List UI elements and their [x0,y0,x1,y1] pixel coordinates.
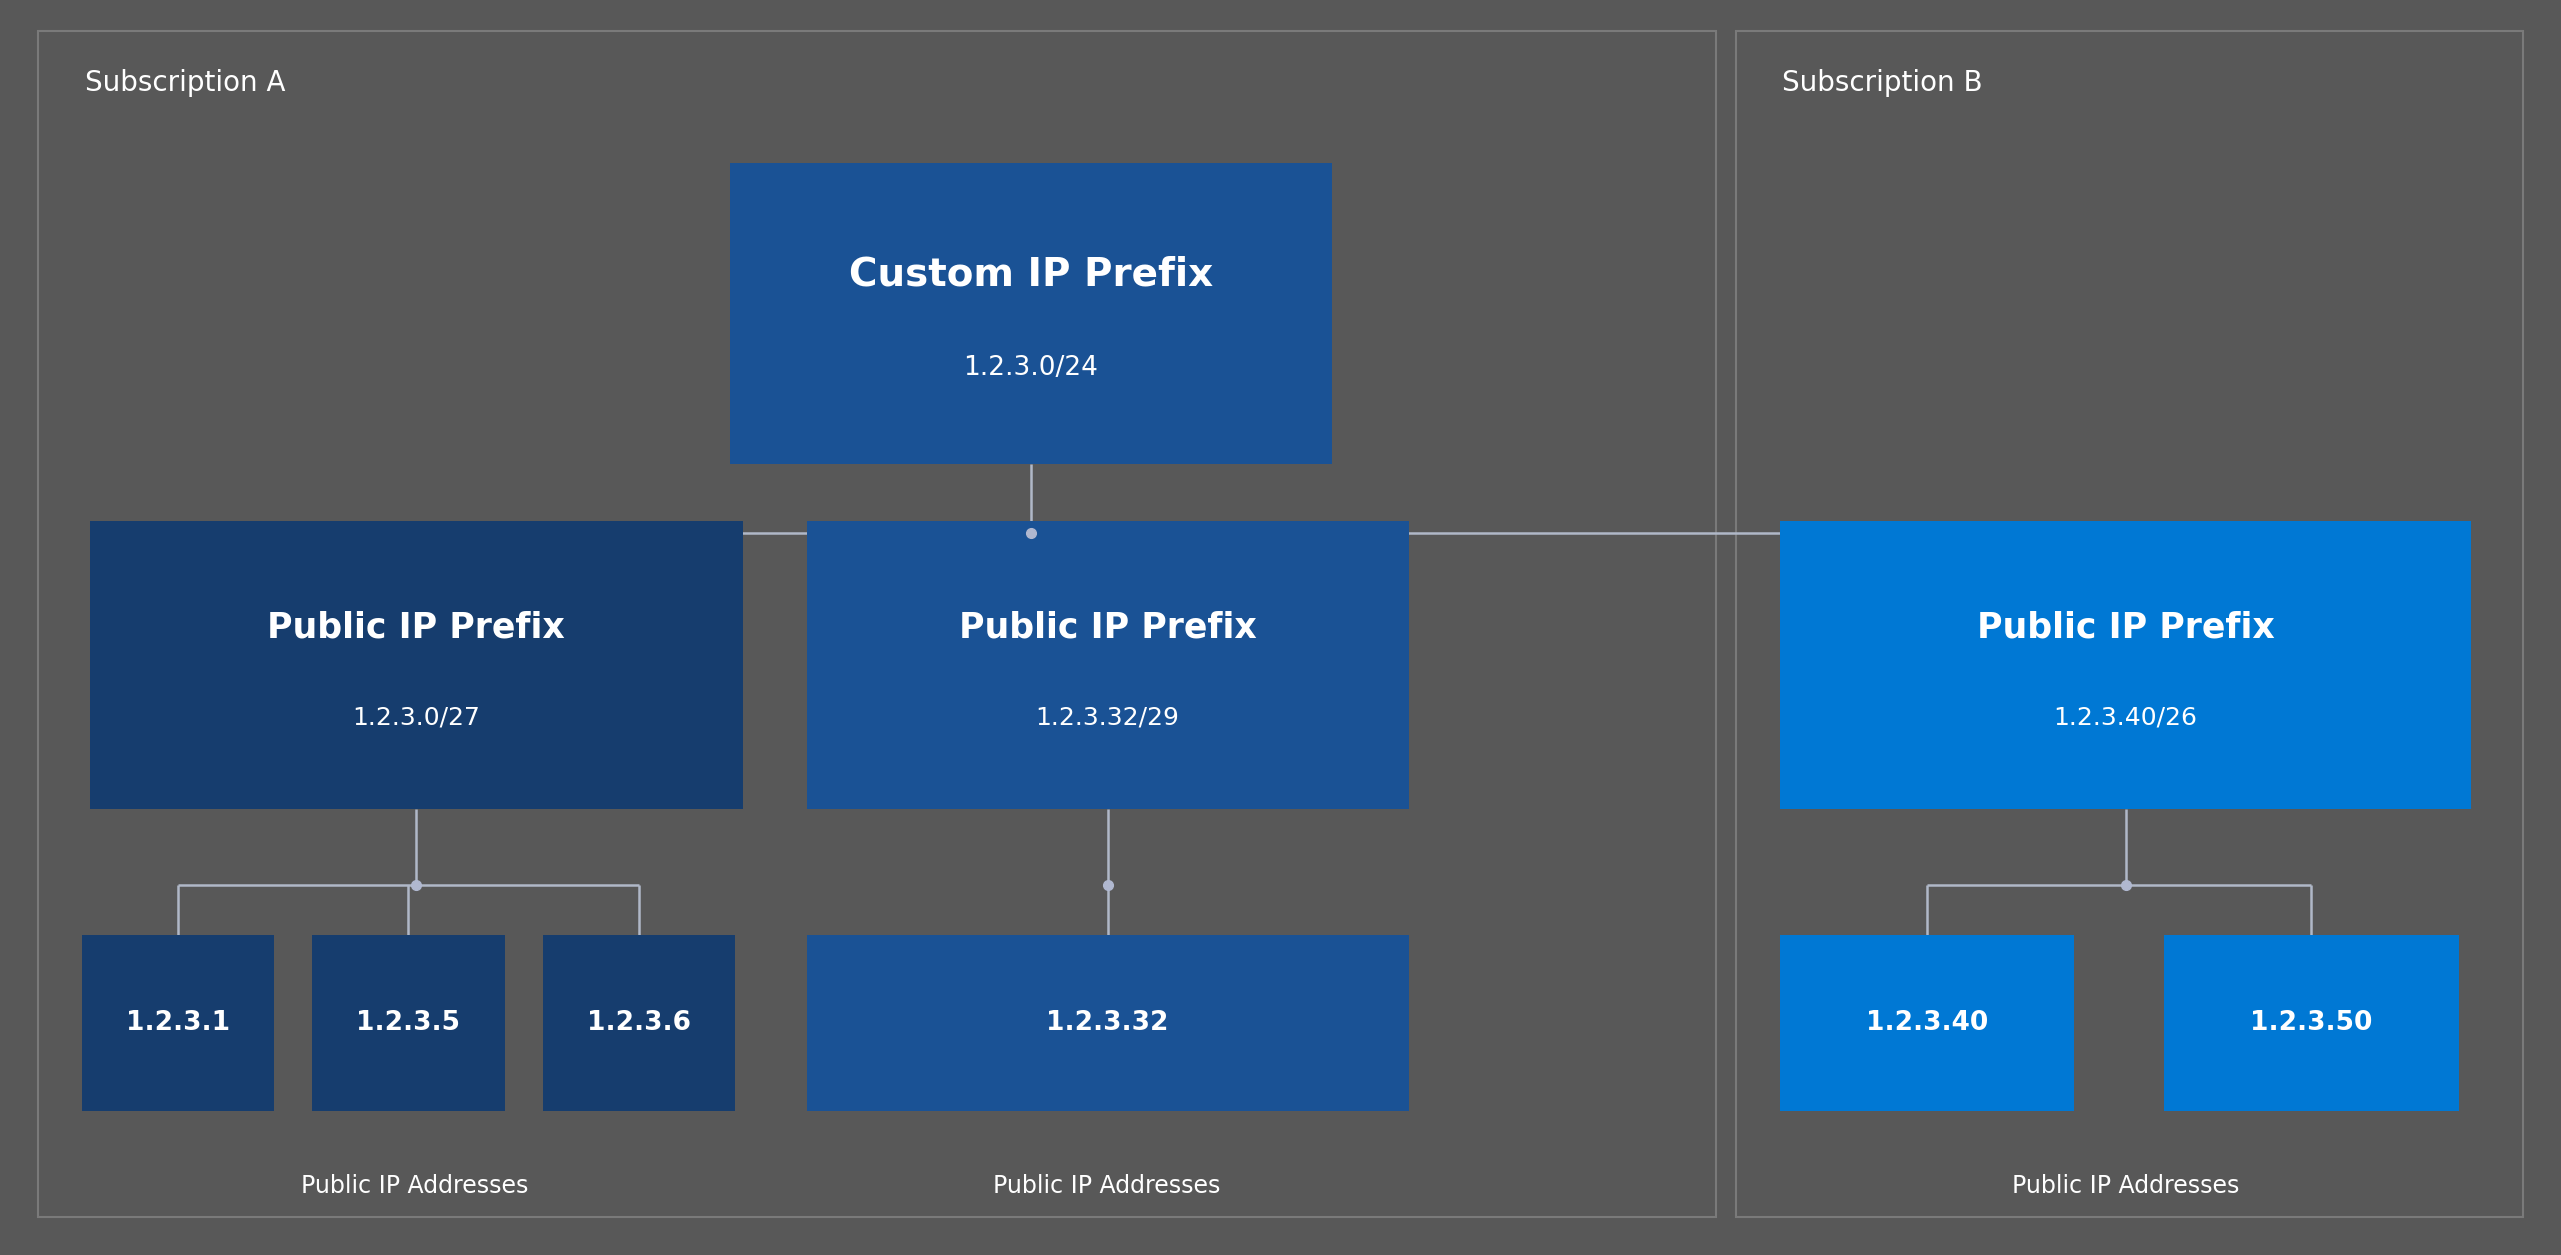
FancyBboxPatch shape [1780,935,2074,1111]
Text: Subscription B: Subscription B [1782,69,1982,97]
FancyBboxPatch shape [1736,31,2523,1217]
FancyBboxPatch shape [807,521,1409,809]
FancyBboxPatch shape [82,935,274,1111]
Text: Public IP Addresses: Public IP Addresses [994,1173,1219,1199]
FancyBboxPatch shape [312,935,505,1111]
Text: 1.2.3.5: 1.2.3.5 [356,1010,461,1035]
FancyBboxPatch shape [90,521,743,809]
Text: Public IP Prefix: Public IP Prefix [958,611,1257,645]
Text: 1.2.3.32: 1.2.3.32 [1047,1010,1168,1035]
FancyBboxPatch shape [38,31,1716,1217]
FancyBboxPatch shape [1780,521,2471,809]
FancyBboxPatch shape [2164,935,2459,1111]
Text: 1.2.3.40: 1.2.3.40 [1867,1010,1987,1035]
Text: 1.2.3.40/26: 1.2.3.40/26 [2054,705,2197,729]
FancyBboxPatch shape [543,935,735,1111]
Text: Public IP Prefix: Public IP Prefix [266,611,566,645]
Text: Public IP Addresses: Public IP Addresses [302,1173,528,1199]
FancyBboxPatch shape [807,935,1409,1111]
Text: 1.2.3.50: 1.2.3.50 [2251,1010,2371,1035]
Text: 1.2.3.32/29: 1.2.3.32/29 [1035,705,1181,729]
Text: Custom IP Prefix: Custom IP Prefix [848,256,1214,294]
Text: 1.2.3.1: 1.2.3.1 [125,1010,230,1035]
FancyBboxPatch shape [730,163,1332,464]
Text: Public IP Prefix: Public IP Prefix [1977,611,2274,645]
Text: 1.2.3.0/24: 1.2.3.0/24 [963,355,1099,382]
Text: Public IP Addresses: Public IP Addresses [2013,1173,2238,1199]
Text: 1.2.3.6: 1.2.3.6 [586,1010,691,1035]
Text: Subscription A: Subscription A [85,69,284,97]
Text: 1.2.3.0/27: 1.2.3.0/27 [353,705,479,729]
